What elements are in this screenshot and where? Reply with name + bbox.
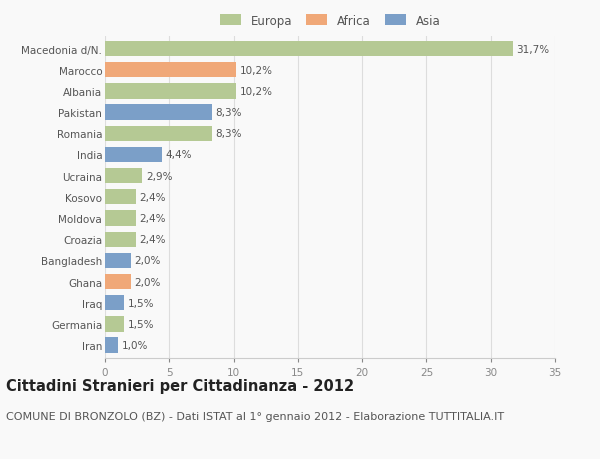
Text: 1,0%: 1,0% bbox=[122, 340, 148, 350]
Bar bbox=[105, 84, 236, 99]
Bar bbox=[105, 253, 131, 269]
Text: 2,4%: 2,4% bbox=[140, 213, 166, 224]
Bar bbox=[105, 338, 118, 353]
Text: 4,4%: 4,4% bbox=[166, 150, 192, 160]
Bar bbox=[105, 190, 136, 205]
Text: 10,2%: 10,2% bbox=[240, 87, 273, 97]
Text: 1,5%: 1,5% bbox=[128, 319, 155, 329]
Bar bbox=[105, 42, 512, 57]
Bar bbox=[105, 126, 212, 141]
Bar bbox=[105, 63, 236, 78]
Bar bbox=[105, 274, 131, 290]
Bar bbox=[105, 147, 161, 162]
Text: 2,9%: 2,9% bbox=[146, 171, 173, 181]
Text: 8,3%: 8,3% bbox=[215, 129, 242, 139]
Text: Cittadini Stranieri per Cittadinanza - 2012: Cittadini Stranieri per Cittadinanza - 2… bbox=[6, 379, 354, 394]
Text: 31,7%: 31,7% bbox=[517, 45, 550, 55]
Text: 1,5%: 1,5% bbox=[128, 298, 155, 308]
Bar bbox=[105, 168, 142, 184]
Text: 2,4%: 2,4% bbox=[140, 192, 166, 202]
Text: 2,0%: 2,0% bbox=[134, 256, 161, 266]
Bar bbox=[105, 296, 124, 311]
Text: 8,3%: 8,3% bbox=[215, 108, 242, 118]
Bar bbox=[105, 211, 136, 226]
Text: COMUNE DI BRONZOLO (BZ) - Dati ISTAT al 1° gennaio 2012 - Elaborazione TUTTITALI: COMUNE DI BRONZOLO (BZ) - Dati ISTAT al … bbox=[6, 411, 504, 421]
Bar bbox=[105, 317, 124, 332]
Bar bbox=[105, 232, 136, 247]
Text: 2,0%: 2,0% bbox=[134, 277, 161, 287]
Bar bbox=[105, 105, 212, 120]
Text: 2,4%: 2,4% bbox=[140, 235, 166, 245]
Legend: Europa, Africa, Asia: Europa, Africa, Asia bbox=[220, 15, 440, 28]
Text: 10,2%: 10,2% bbox=[240, 66, 273, 76]
